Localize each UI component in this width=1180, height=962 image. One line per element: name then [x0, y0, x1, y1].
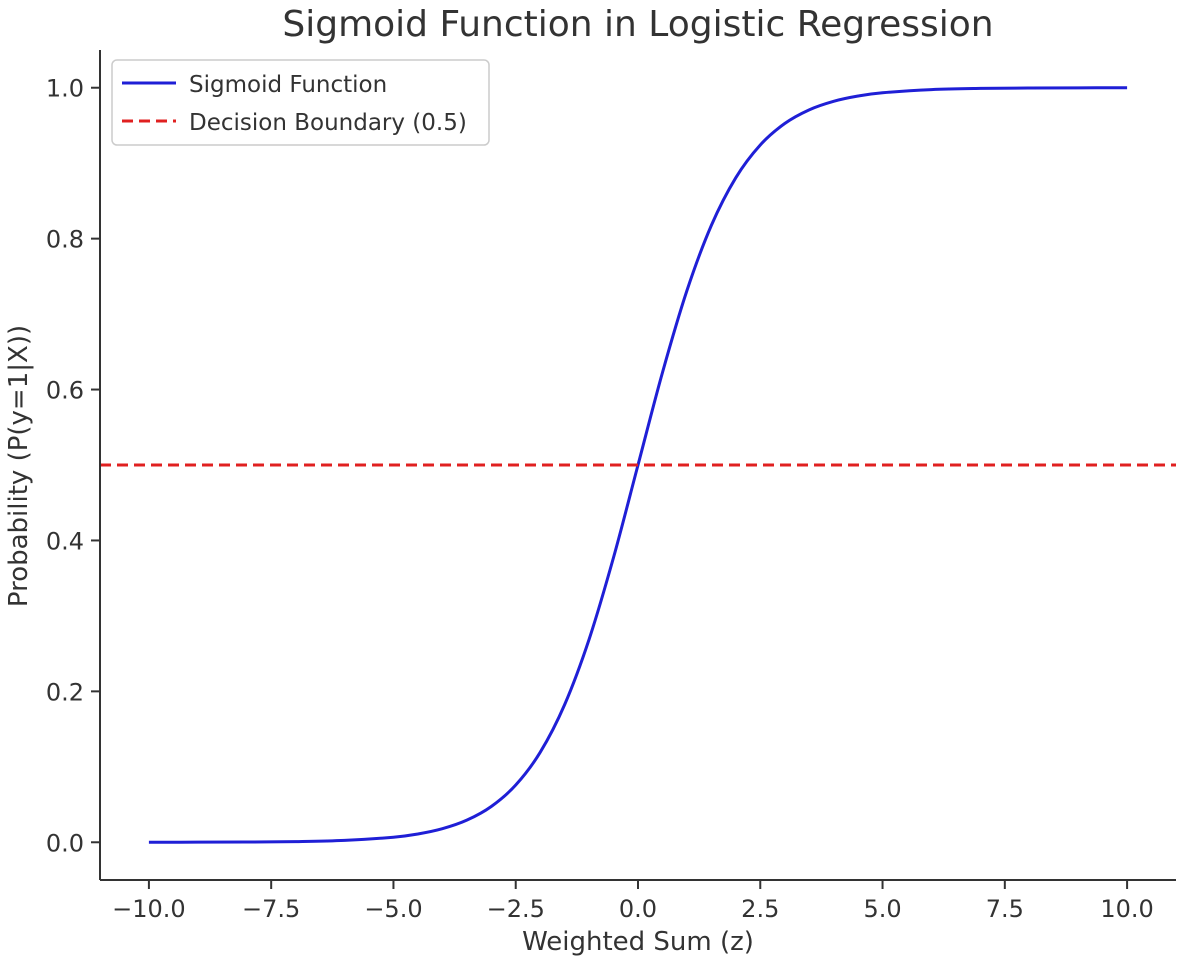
legend-label-sigmoid: Sigmoid Function	[189, 72, 387, 98]
x-tick-label: −7.5	[242, 895, 300, 923]
x-tick-label: 2.5	[741, 895, 779, 923]
x-tick-label: 5.0	[863, 895, 901, 923]
legend: Sigmoid Function Decision Boundary (0.5)	[111, 59, 490, 146]
series-layer	[100, 86, 1176, 844]
y-tick-label: 0.8	[46, 226, 84, 254]
y-tick-label: 0.6	[46, 377, 84, 405]
y-tick-label: 0.4	[46, 527, 84, 555]
y-axis-ticks: 0.0 0.2 0.4 0.6 0.8 1.0	[46, 75, 100, 857]
x-tick-label: 0.0	[619, 895, 657, 923]
y-tick-label: 0.2	[46, 678, 84, 706]
x-tick-label: 7.5	[986, 895, 1024, 923]
y-axis-label: Probability (P(y=1|X))	[4, 325, 34, 607]
y-tick-label: 0.0	[46, 829, 84, 857]
chart-title: Sigmoid Function in Logistic Regression	[282, 4, 993, 45]
legend-box	[111, 59, 490, 146]
x-axis-ticks: −10.0 −7.5 −5.0 −2.5 0.0 2.5 5.0 7.5 10.0	[112, 880, 1154, 923]
x-tick-label: −2.5	[487, 895, 545, 923]
legend-label-boundary: Decision Boundary (0.5)	[189, 110, 467, 136]
y-tick-label: 1.0	[46, 75, 84, 103]
x-tick-label: −10.0	[112, 895, 186, 923]
plot-area: −10.0 −7.5 −5.0 −2.5 0.0 2.5 5.0 7.5 10.0 0.0 0.2…	[46, 50, 1176, 923]
x-tick-label: 10.0	[1100, 895, 1153, 923]
x-axis-label: Weighted Sum (z)	[522, 927, 754, 957]
x-tick-label: −5.0	[364, 895, 422, 923]
